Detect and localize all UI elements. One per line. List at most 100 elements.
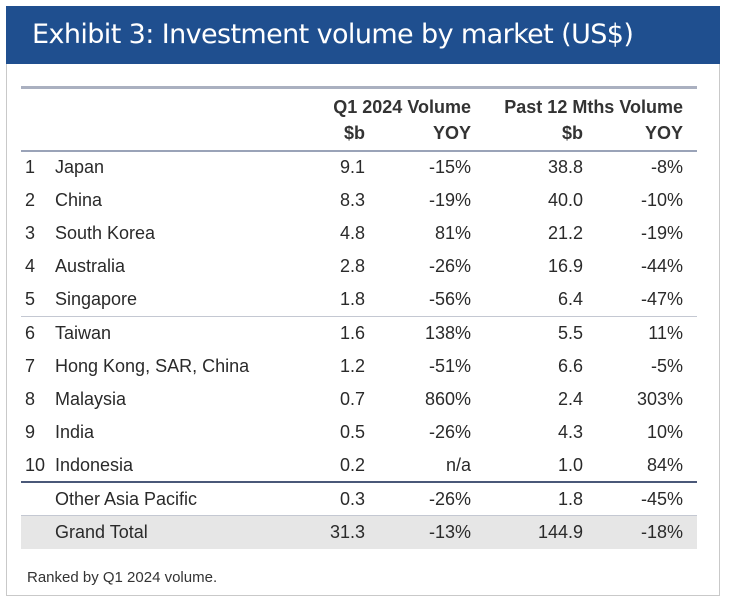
- q1-yoy-cell: n/a: [445, 454, 471, 475]
- past12-yoy-cell: -45%: [587, 481, 697, 516]
- rank-cell: 9: [25, 422, 36, 443]
- table-row: 4 Australia 2.8 -26% 16.9 -44%: [21, 250, 697, 283]
- q1-volume-cell: 0.7: [339, 388, 365, 409]
- past12-yoy-cell: -5%: [650, 355, 683, 376]
- rank-cell: 4: [25, 256, 36, 277]
- table-row: 2 China 8.3 -19% 40.0 -10%: [21, 184, 697, 217]
- market-cell: Hong Kong, SAR, China: [55, 355, 250, 376]
- rank-cell: 6: [21, 315, 55, 350]
- q1-volume-cell: 31.3: [285, 515, 369, 549]
- q1-volume-cell: 8.3: [339, 189, 365, 210]
- market-cell: Taiwan: [55, 315, 285, 350]
- market-cell: Australia: [55, 256, 126, 277]
- rank-cell: 3: [25, 222, 36, 243]
- rank-cell: 5: [25, 289, 36, 310]
- past12-volume-unit-header: $b: [475, 117, 587, 152]
- rank-unit-spacer: [21, 117, 55, 152]
- q1-volume-cell: 0.5: [339, 422, 365, 443]
- past12-volume-cell: 16.9: [547, 256, 583, 277]
- table-row: 6 Taiwan 1.6 138% 5.5 11%: [21, 315, 697, 350]
- rank-cell-empty: [21, 515, 55, 549]
- past12-yoy-cell: -47%: [640, 289, 683, 310]
- q1-yoy-header: YOY: [369, 117, 475, 152]
- past12-volume-cell: 6.6: [557, 355, 583, 376]
- q1-volume-cell: 1.2: [339, 355, 365, 376]
- table-row: 8 Malaysia 0.7 860% 2.4 303%: [21, 383, 697, 416]
- market-cell: Japan: [55, 157, 105, 178]
- past12-volume-cell: 21.2: [547, 222, 583, 243]
- q1-volume-cell: 0.3: [285, 481, 369, 516]
- q1-volume-unit-header: $b: [285, 117, 369, 152]
- past12-yoy-cell: -18%: [587, 515, 697, 549]
- table-row: 5 Singapore 1.8 -56% 6.4 -47%: [21, 283, 697, 316]
- table-row: 1 Japan 9.1 -15% 38.8 -8%: [21, 151, 697, 184]
- past12-yoy-cell: 10%: [646, 422, 683, 443]
- past12-volume-cell: 38.8: [547, 157, 583, 178]
- q1-volume-cell: 1.8: [339, 289, 365, 310]
- q1-yoy-cell: -15%: [428, 157, 471, 178]
- market-cell: Malaysia: [55, 388, 127, 409]
- investment-volume-table: Q1 2024 Volume Past 12 Mths Volume $b YO…: [21, 86, 697, 549]
- past12-volume-cell: 2.4: [557, 388, 583, 409]
- past12-yoy-cell: -8%: [650, 157, 683, 178]
- past12-volume-cell: 4.3: [557, 422, 583, 443]
- past12-yoy-cell: 303%: [636, 388, 683, 409]
- past12-yoy-cell: -44%: [640, 256, 683, 277]
- q1-yoy-cell: 81%: [434, 222, 471, 243]
- grand-total-row: Grand Total 31.3 -13% 144.9 -18%: [21, 515, 697, 549]
- rank-header-spacer: [21, 86, 55, 118]
- q1-yoy-cell: -56%: [428, 289, 471, 310]
- q1-yoy-cell: -19%: [428, 189, 471, 210]
- q1-2024-volume-header: Q1 2024 Volume: [285, 86, 475, 118]
- rank-cell-empty: [21, 481, 55, 516]
- other-asia-pacific-row: Other Asia Pacific 0.3 -26% 1.8 -45%: [21, 481, 697, 516]
- rank-cell: 7: [25, 355, 36, 376]
- market-cell: South Korea: [55, 222, 156, 243]
- rank-cell: 10: [25, 454, 46, 475]
- table-row: 9 India 0.5 -26% 4.3 10%: [21, 416, 697, 449]
- market-cell: China: [55, 189, 103, 210]
- past12-volume-cell: 1.0: [557, 454, 583, 475]
- past12-yoy-cell: 11%: [587, 315, 697, 350]
- rank-cell: 2: [25, 189, 36, 210]
- q1-yoy-cell: 860%: [424, 388, 471, 409]
- market-cell: Singapore: [55, 289, 138, 310]
- past12-yoy-header: YOY: [587, 117, 697, 152]
- past12-yoy-cell: -10%: [640, 189, 683, 210]
- past12-volume-cell: 6.4: [557, 289, 583, 310]
- market-cell: India: [55, 422, 95, 443]
- market-cell: Grand Total: [55, 515, 285, 549]
- q1-volume-cell: 0.2: [339, 454, 365, 475]
- market-header-spacer: [55, 86, 285, 118]
- q1-yoy-cell: -51%: [428, 355, 471, 376]
- q1-volume-cell: 2.8: [339, 256, 365, 277]
- table-card: Q1 2024 Volume Past 12 Mths Volume $b YO…: [6, 64, 720, 596]
- q1-volume-cell: 4.8: [339, 222, 365, 243]
- past12-volume-cell: 1.8: [475, 481, 587, 516]
- rank-cell: 8: [25, 388, 36, 409]
- q1-yoy-cell: -13%: [369, 515, 475, 549]
- table-row: 7 Hong Kong, SAR, China 1.2 -51% 6.6 -5%: [21, 350, 697, 383]
- exhibit-title: Exhibit 3: Investment volume by market (…: [32, 19, 634, 50]
- past12-volume-cell: 40.0: [547, 189, 583, 210]
- unit-header-row: $b YOY $b YOY: [21, 117, 697, 152]
- market-unit-spacer: [55, 117, 285, 152]
- past12-yoy-cell: 84%: [646, 454, 683, 475]
- past-12-months-volume-header: Past 12 Mths Volume: [475, 86, 697, 118]
- table-row: 3 South Korea 4.8 81% 21.2 -19%: [21, 217, 697, 250]
- rank-cell: 1: [25, 157, 36, 178]
- table-body: 1 Japan 9.1 -15% 38.8 -8% 2 China 8.3 -1…: [21, 151, 697, 549]
- q1-yoy-cell: 138%: [369, 315, 475, 350]
- market-cell: Other Asia Pacific: [55, 481, 285, 516]
- q1-yoy-cell: -26%: [428, 422, 471, 443]
- q1-yoy-cell: -26%: [369, 481, 475, 516]
- market-cell: Indonesia: [55, 454, 134, 475]
- q1-volume-cell: 9.1: [339, 157, 365, 178]
- q1-yoy-cell: -26%: [428, 256, 471, 277]
- past12-volume-cell: 144.9: [475, 515, 587, 549]
- table-footnote: Ranked by Q1 2024 volume.: [27, 569, 218, 586]
- table-row: 10 Indonesia 0.2 n/a 1.0 84%: [21, 449, 697, 482]
- past12-yoy-cell: -19%: [640, 222, 683, 243]
- exhibit-title-banner: Exhibit 3: Investment volume by market (…: [6, 6, 720, 64]
- past12-volume-cell: 5.5: [475, 315, 587, 350]
